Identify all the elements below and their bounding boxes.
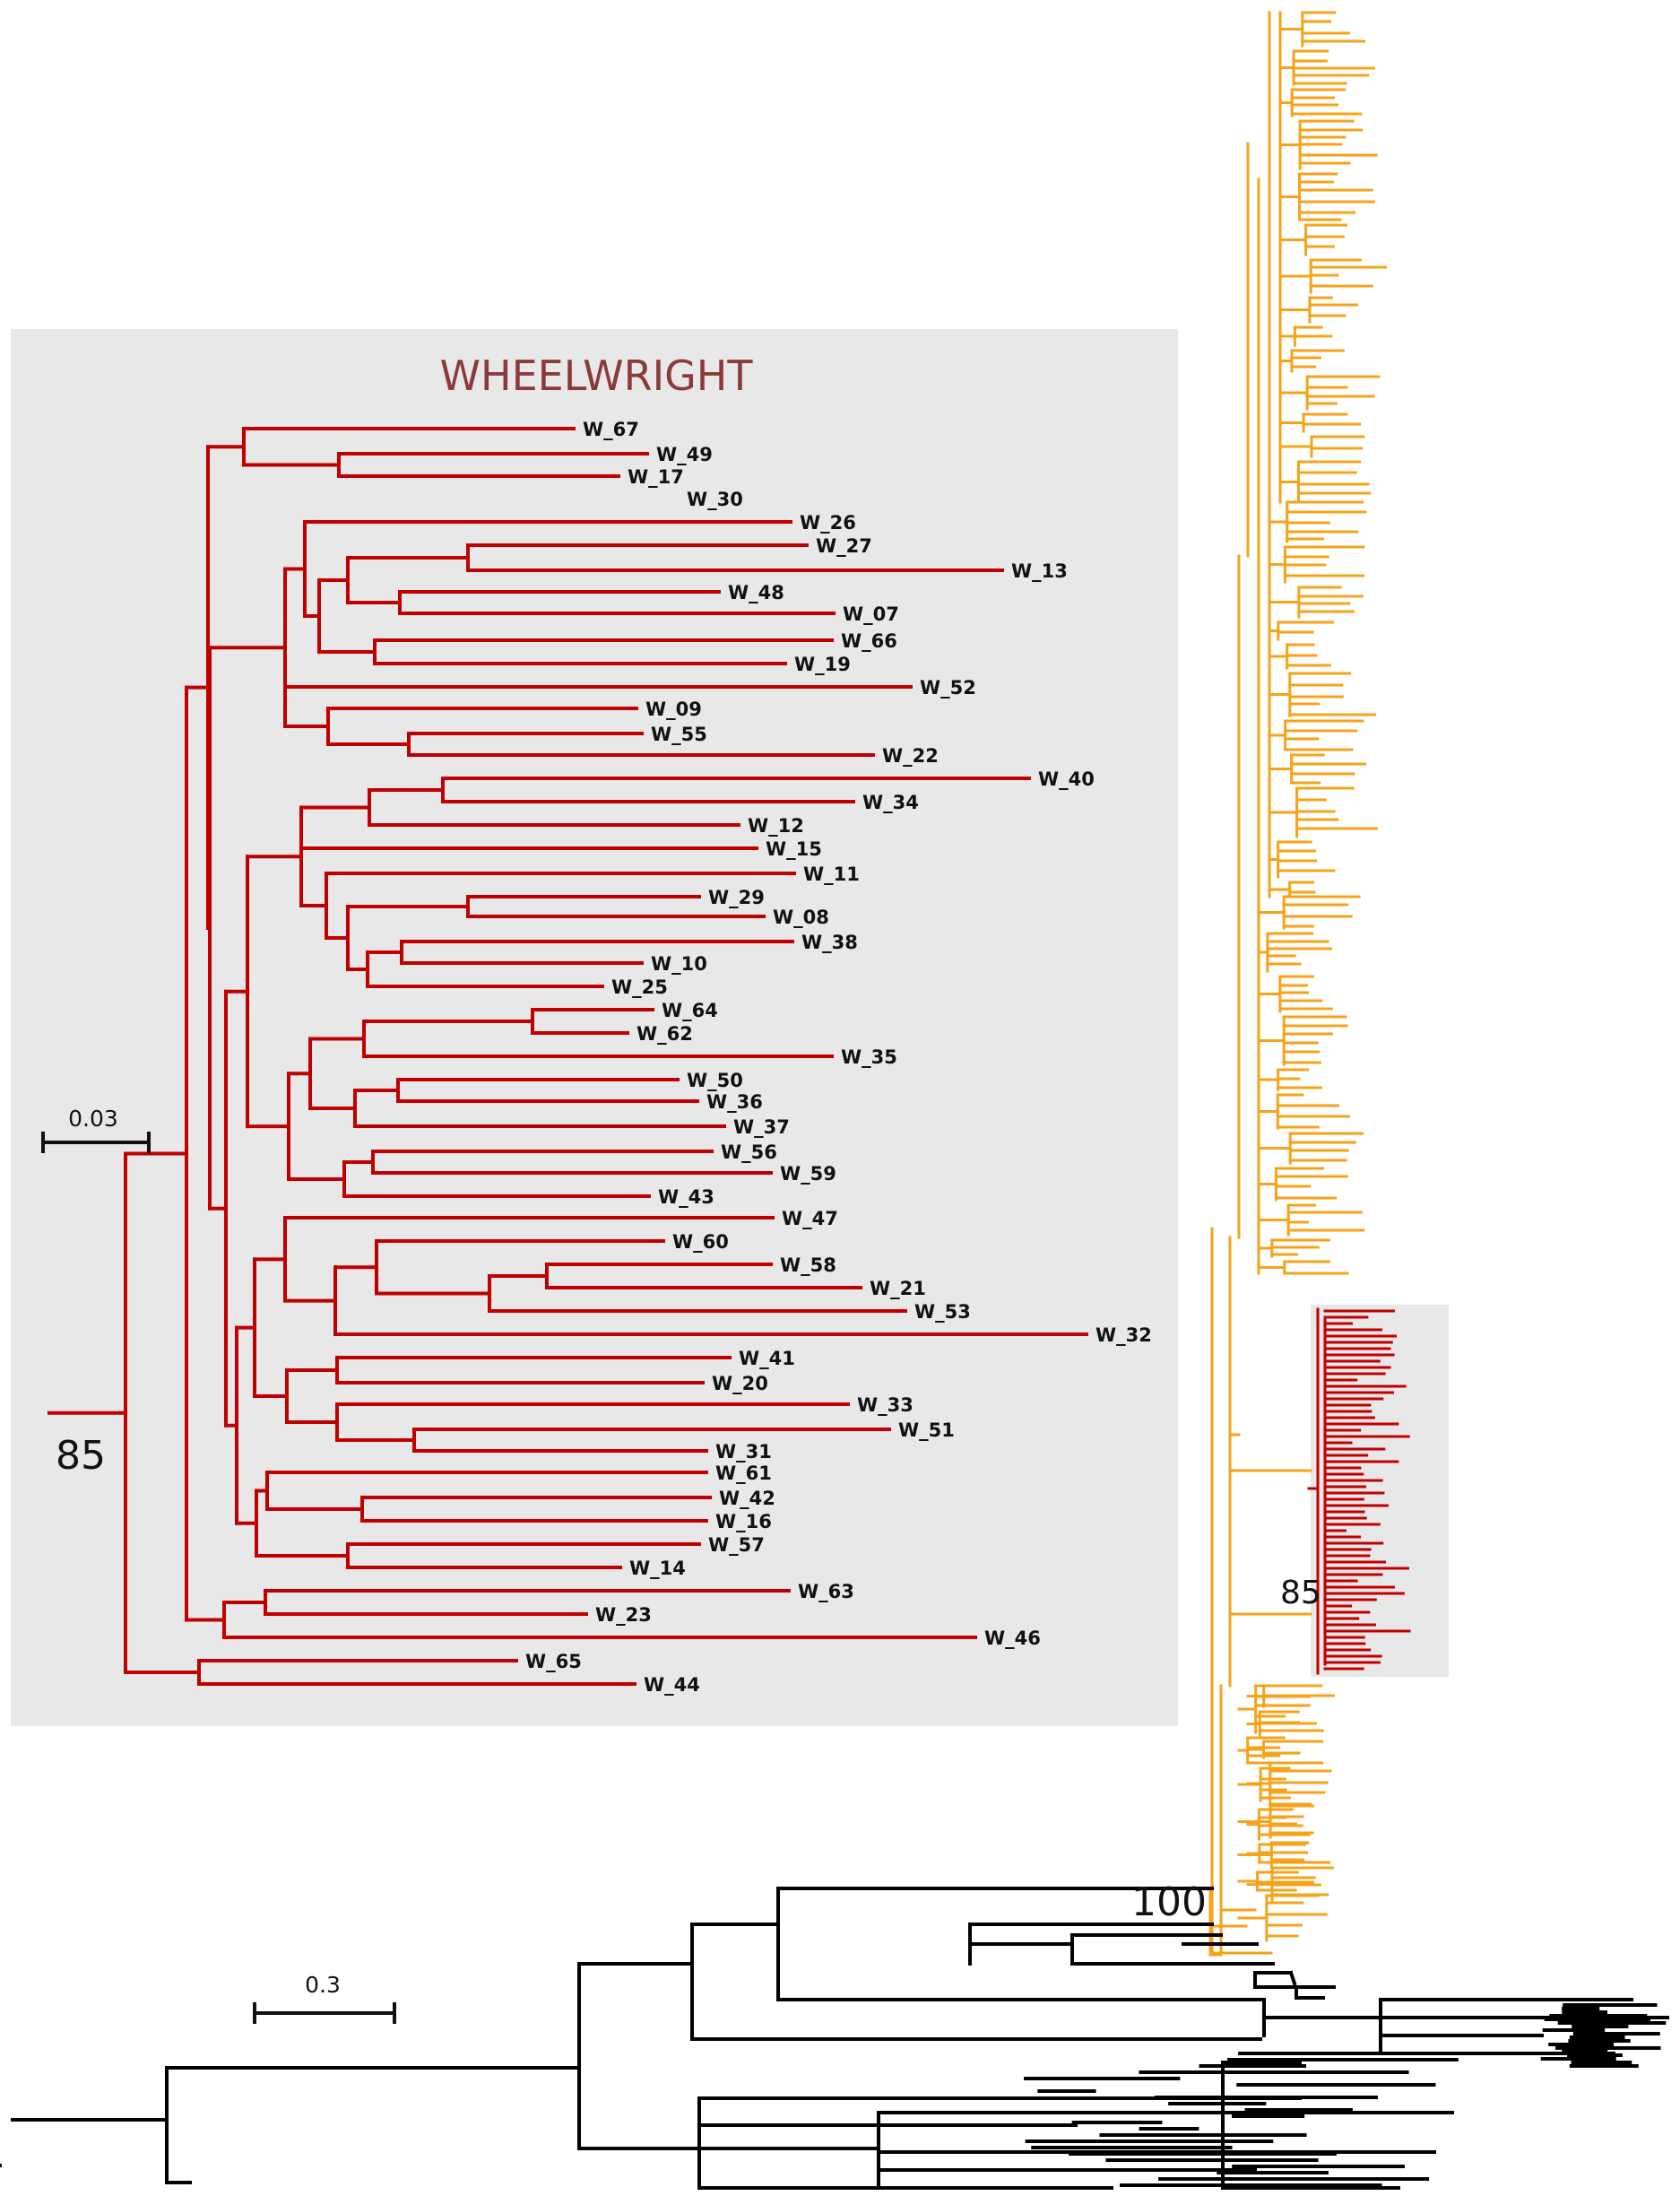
- root-support-label: 100: [1131, 1879, 1207, 1925]
- leaf-label: W_66: [841, 630, 897, 652]
- leaf-label: W_09: [645, 699, 702, 720]
- leaf-label: W_15: [766, 838, 822, 860]
- leaf-label: W_40: [1038, 768, 1095, 790]
- inset-support-label: 85: [56, 1433, 106, 1479]
- leaf-label: W_38: [801, 932, 858, 953]
- leaf-label: W_63: [798, 1581, 854, 1602]
- main-tree-red-clade: [1307, 1307, 1411, 1675]
- leaf-label: W_33: [857, 1394, 914, 1416]
- leaf-label: W_56: [721, 1141, 777, 1163]
- leaf-label: W_14: [629, 1558, 686, 1579]
- leaf-label: W_30: [687, 489, 743, 510]
- leaf-label: W_08: [773, 907, 829, 928]
- outgroup-branch: [1288, 1970, 1297, 1986]
- leaf-label: W_20: [712, 1373, 768, 1394]
- leaf-label: W_26: [800, 512, 856, 534]
- inset-title: WHEELWRIGHT: [440, 352, 754, 400]
- leaf-label: W_43: [658, 1186, 714, 1208]
- leaf-label: W_46: [984, 1627, 1041, 1649]
- leaf-label: W_22: [882, 745, 939, 767]
- main-scale-bar: 0.3: [253, 1972, 396, 2024]
- leaf-label: W_12: [748, 815, 804, 837]
- main-tree-ingroup: [1199, 11, 1387, 1957]
- leaf-label: W_51: [898, 1419, 955, 1441]
- leaf-label: W_21: [870, 1278, 926, 1299]
- leaf-label: W_44: [644, 1674, 700, 1696]
- leaf-label: W_11: [803, 864, 860, 885]
- leaf-label: W_65: [525, 1651, 582, 1672]
- inset-panel: [11, 329, 1178, 1726]
- leaf-label: W_67: [583, 419, 639, 440]
- leaf-label: W_34: [862, 792, 919, 813]
- leaf-label: W_10: [651, 953, 707, 975]
- leaf-label: W_60: [672, 1231, 729, 1253]
- main-scale-label: 0.3: [305, 1972, 341, 1998]
- leaf-label: W_36: [706, 1091, 763, 1113]
- leaf-label: W_16: [715, 1511, 772, 1532]
- leaf-label: W_53: [914, 1301, 971, 1323]
- leaf-label: W_35: [841, 1046, 897, 1068]
- leaf-label: W_50: [687, 1070, 743, 1091]
- leaf-label: W_25: [611, 976, 668, 998]
- leaf-label: W_61: [715, 1463, 772, 1484]
- leaf-label: W_42: [719, 1488, 775, 1509]
- leaf-label: W_55: [651, 724, 707, 745]
- leaf-label: W_48: [728, 582, 784, 603]
- leaf-label: W_59: [780, 1163, 836, 1185]
- inset-scale-label: 0.03: [68, 1106, 118, 1132]
- leaf-label: W_41: [739, 1348, 795, 1369]
- leaf-label: W_13: [1011, 560, 1068, 582]
- leaf-label: W_62: [636, 1023, 693, 1045]
- inset-tree: W_67 W_49W_17W_30 W_26W_27 W_13 W_48 W_07 W_66…: [48, 419, 1152, 1696]
- leaf-label: W_49: [656, 444, 713, 465]
- leaf-label: W_58: [780, 1254, 836, 1276]
- leaf-label: W_23: [595, 1604, 652, 1626]
- leaf-label: W_29: [708, 887, 765, 908]
- leaf-label: W_27: [816, 535, 872, 557]
- leaf-label: W_47: [782, 1208, 838, 1229]
- leaf-label: W_31: [715, 1441, 772, 1463]
- leaf-label: W_19: [794, 654, 851, 675]
- leaf-label: W_07: [843, 603, 899, 625]
- main-tree-outgroup: [0, 1887, 1669, 2190]
- leaf-label: W_64: [662, 1000, 718, 1021]
- leaf-label: W_37: [733, 1116, 790, 1138]
- leaf-label: W_52: [920, 677, 976, 699]
- leaf-label: W_17: [628, 466, 684, 488]
- inset-scale-bar: 0.03: [41, 1106, 151, 1153]
- leaf-label: W_32: [1095, 1324, 1152, 1346]
- clade-support-label: 85: [1280, 1575, 1321, 1611]
- leaf-label: W_57: [708, 1534, 765, 1556]
